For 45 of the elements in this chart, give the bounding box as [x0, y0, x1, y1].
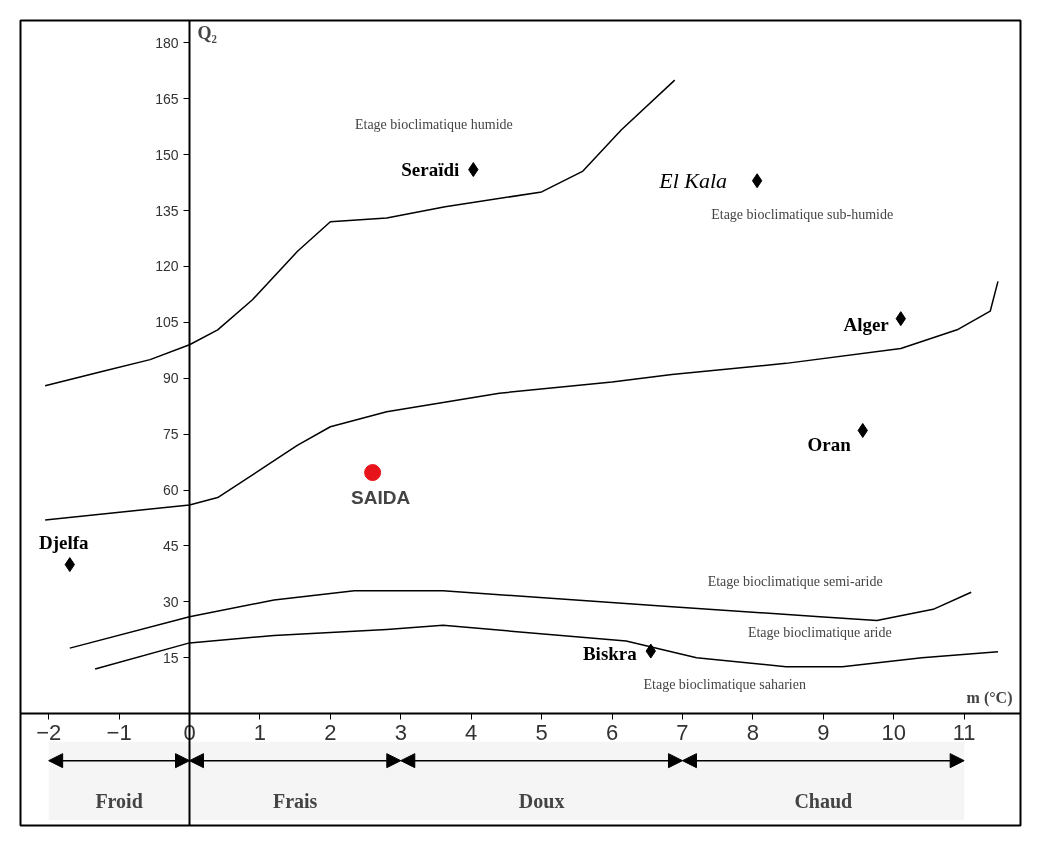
- y-tick-label: 60: [162, 482, 179, 499]
- series-label: El Kala: [658, 168, 728, 194]
- x-tick-label: 4: [465, 719, 478, 745]
- x-tick-label: 11: [952, 719, 976, 745]
- y-tick-label: 180: [155, 34, 179, 51]
- y-tick-label: 90: [162, 370, 179, 387]
- point: [751, 173, 763, 189]
- series-label: SAIDA: [351, 486, 411, 508]
- x-tick-label: 10: [881, 719, 906, 745]
- y-tick-label: 15: [162, 649, 179, 666]
- y-tick-label: 120: [155, 258, 179, 275]
- band-label: Frais: [272, 789, 318, 812]
- x-tick-label: 3: [394, 719, 407, 745]
- x-tick-label: 1: [253, 719, 267, 745]
- series-label: Biskra: [582, 642, 638, 664]
- x-tick-label: 9: [817, 719, 830, 745]
- y-tick-label: 30: [162, 593, 179, 610]
- annotation: Etage bioclimatique humide: [354, 117, 513, 133]
- annotation: Etage bioclimatique semi-aride: [707, 573, 883, 589]
- series-label: Seraïdi: [401, 159, 460, 181]
- x-tick-label: −2: [36, 719, 62, 745]
- series-label: Oran: [807, 433, 852, 455]
- x-tick-label: 8: [746, 719, 760, 745]
- y-axis-title: Q₂: [197, 22, 217, 43]
- annotation: Etage bioclimatique saharien: [643, 676, 806, 692]
- y-tick-label: 105: [155, 314, 179, 331]
- annotation: Etage bioclimatique aride: [747, 624, 892, 640]
- y-tick-label: 165: [155, 90, 179, 107]
- x-tick-label: 2: [324, 719, 337, 745]
- point: [364, 464, 382, 482]
- series-label: Alger: [843, 314, 890, 336]
- x-axis-title: m (°C): [966, 688, 1013, 707]
- y-tick-label: 135: [155, 202, 179, 219]
- y-tick-label: 150: [155, 146, 179, 163]
- x-tick-label: 6: [605, 719, 619, 745]
- band-label: Doux: [518, 789, 565, 812]
- y-tick-label: 45: [162, 537, 179, 554]
- band-label: Froid: [95, 789, 143, 812]
- x-tick-label: 7: [676, 719, 689, 745]
- band-label: Chaud: [794, 789, 853, 812]
- series-label: Djelfa: [39, 531, 90, 553]
- x-tick-label: 5: [535, 719, 548, 745]
- annotation: Etage bioclimatique sub-humide: [711, 206, 894, 222]
- y-tick-label: 75: [162, 426, 179, 443]
- x-tick-label: −1: [106, 719, 132, 745]
